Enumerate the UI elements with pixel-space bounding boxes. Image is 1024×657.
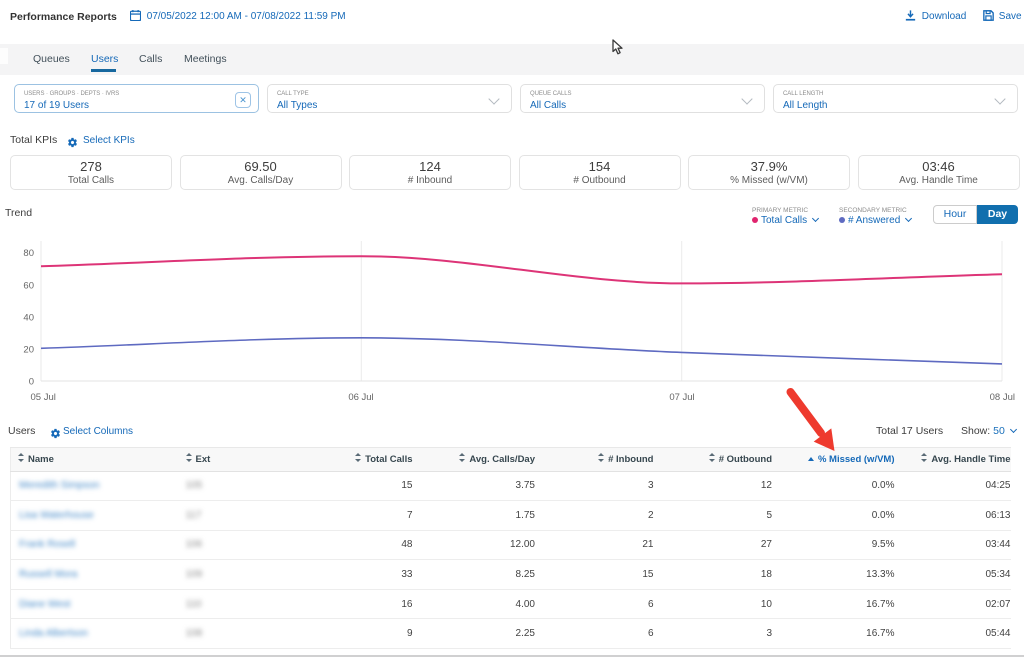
svg-text:05 Jul: 05 Jul bbox=[31, 392, 56, 403]
svg-text:40: 40 bbox=[23, 313, 34, 324]
svg-text:06 Jul: 06 Jul bbox=[348, 392, 373, 403]
svg-text:80: 80 bbox=[23, 248, 34, 259]
svg-text:08 Jul: 08 Jul bbox=[990, 392, 1015, 403]
svg-text:0: 0 bbox=[29, 377, 34, 388]
svg-text:60: 60 bbox=[23, 281, 34, 292]
svg-text:07 Jul: 07 Jul bbox=[669, 392, 694, 403]
svg-text:20: 20 bbox=[23, 345, 34, 356]
